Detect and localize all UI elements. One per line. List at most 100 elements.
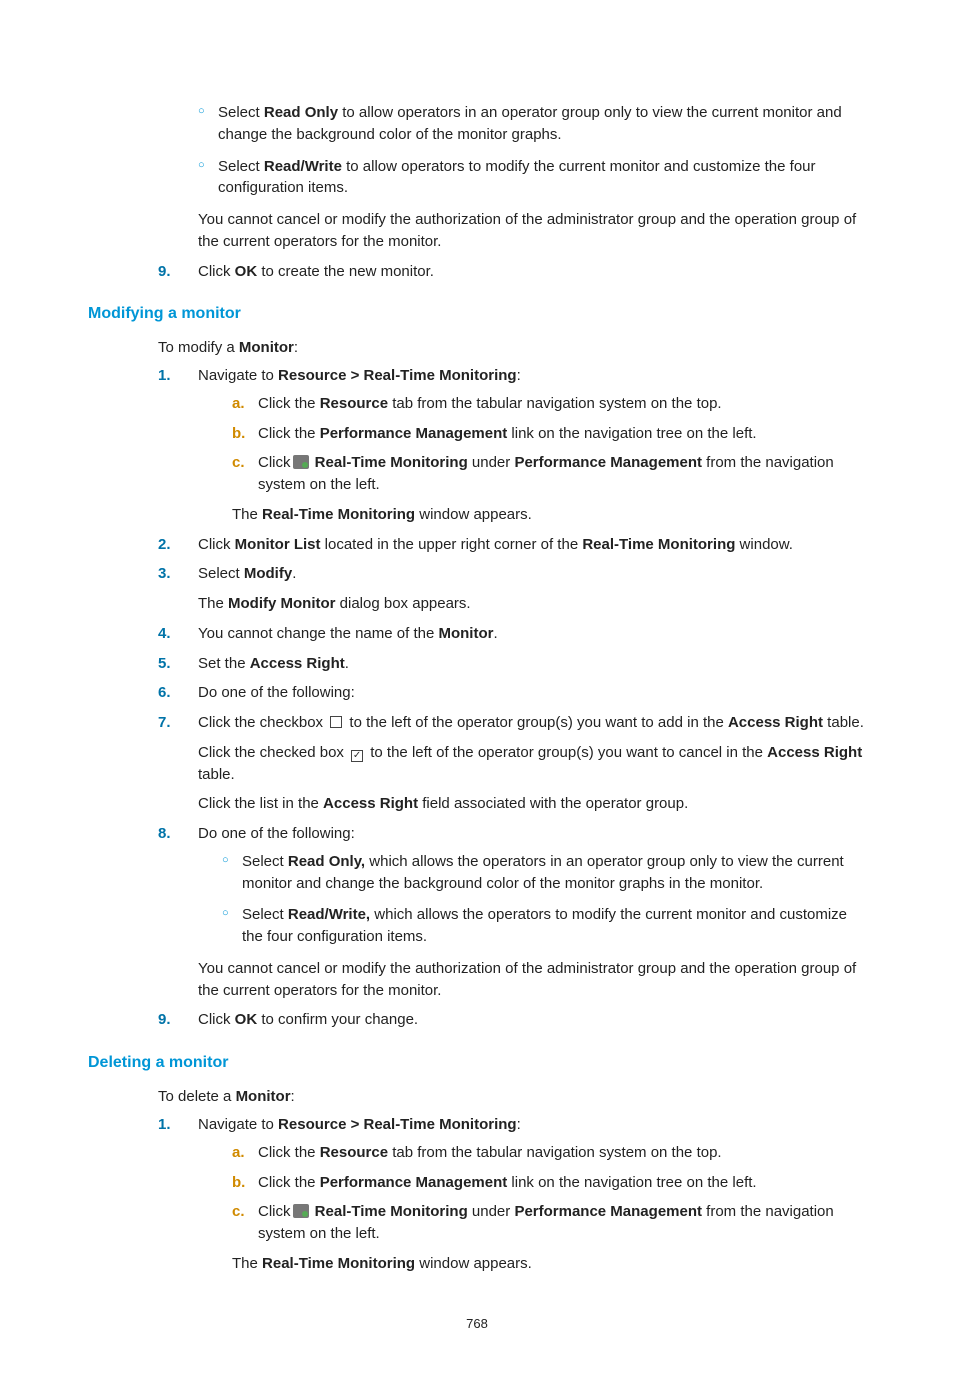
page-number: 768 (88, 1315, 866, 1334)
text-bold: Real-Time Monitoring (582, 536, 735, 553)
text: Click the list in the (198, 795, 323, 812)
text: Click (198, 263, 235, 280)
text-bold: Read Only, (288, 853, 365, 870)
text: The (232, 506, 262, 523)
lead-modify: To modify a Monitor: (158, 337, 866, 359)
text: link on the navigation tree on the left. (507, 1174, 756, 1191)
step-marker: 5. (158, 653, 171, 675)
text: Click (258, 1203, 291, 1220)
substep-result: The Real-Time Monitoring window appears. (232, 504, 866, 526)
text-bold: Modify Monitor (228, 595, 335, 612)
text-bold: Read/Write (264, 158, 342, 175)
text-bold: Monitor (239, 339, 294, 356)
lead-delete: To delete a Monitor: (158, 1086, 866, 1108)
text-bold: Resource (320, 395, 388, 412)
text-bold: Performance Management (514, 1203, 702, 1220)
intro-bullets: Select Read Only to allow operators in a… (198, 102, 866, 199)
step-marker: 6. (158, 682, 171, 704)
checkbox-empty-icon (330, 716, 342, 728)
step-marker: 9. (158, 261, 171, 283)
step-3-result: The Modify Monitor dialog box appears. (198, 593, 866, 615)
text: Click the (258, 1144, 320, 1161)
monitor-icon (293, 455, 309, 469)
text: The (232, 1255, 262, 1272)
step-8-note: You cannot cancel or modify the authoriz… (198, 958, 866, 1002)
text: : (517, 1116, 521, 1133)
text: Select (198, 565, 244, 582)
text: window appears. (415, 1255, 532, 1272)
heading-modifying-monitor: Modifying a monitor (88, 302, 866, 325)
substep-a: a. Click the Resource tab from the tabul… (232, 1142, 866, 1164)
substep-marker: b. (232, 423, 245, 445)
bullet-read-only: Select Read Only, which allows the opera… (222, 851, 866, 895)
text: To delete a (158, 1088, 236, 1105)
substep-b: b. Click the Performance Management link… (232, 1172, 866, 1194)
step-marker: 8. (158, 823, 171, 845)
step-marker: 1. (158, 365, 171, 387)
heading-deleting-monitor: Deleting a monitor (88, 1051, 866, 1074)
text-bold: Resource > Real-Time Monitoring (278, 1116, 517, 1133)
text-bold: OK (235, 1011, 258, 1028)
text-bold: Performance Management (514, 454, 702, 471)
text: : (517, 367, 521, 384)
text-bold: Real-Time Monitoring (262, 506, 415, 523)
text-bold: Resource (320, 1144, 388, 1161)
text: Click (198, 536, 235, 553)
text: Do one of the following: (198, 825, 355, 842)
text-bold: Real-Time Monitoring (315, 454, 468, 471)
text: : (291, 1088, 295, 1105)
substep-marker: c. (232, 1201, 245, 1223)
text-bold: Performance Management (320, 1174, 508, 1191)
text: Click the (258, 395, 320, 412)
intro-bullet-read-only: Select Read Only to allow operators in a… (198, 102, 866, 146)
text: . (292, 565, 296, 582)
substep-result: The Real-Time Monitoring window appears. (232, 1253, 866, 1275)
text-bold: OK (235, 263, 258, 280)
text-bold: Access Right (250, 655, 345, 672)
delete-step-1: 1. Navigate to Resource > Real-Time Moni… (158, 1114, 866, 1275)
text: table. (823, 714, 864, 731)
substep-marker: a. (232, 393, 245, 415)
modify-step-7: 7. Click the checkbox to the left of the… (158, 712, 866, 815)
delete-step-1-substeps: a. Click the Resource tab from the tabul… (232, 1142, 866, 1245)
text: Click (258, 454, 291, 471)
text-bold: Monitor List (235, 536, 321, 553)
text-bold: Real-Time Monitoring (315, 1203, 468, 1220)
text: located in the upper right corner of the (321, 536, 583, 553)
modify-step-4: 4. You cannot change the name of the Mon… (158, 623, 866, 645)
substep-b: b. Click the Performance Management link… (232, 423, 866, 445)
text: . (345, 655, 349, 672)
modify-step-9: 9. Click OK to confirm your change. (158, 1009, 866, 1031)
text: to confirm your change. (257, 1011, 418, 1028)
text-bold: Read/Write, (288, 906, 370, 923)
substep-marker: c. (232, 452, 245, 474)
text: Click (198, 1011, 235, 1028)
modify-step-8: 8. Do one of the following: Select Read … (158, 823, 866, 1001)
modify-step-1-substeps: a. Click the Resource tab from the tabul… (232, 393, 866, 496)
step-marker: 2. (158, 534, 171, 556)
text: You cannot change the name of the (198, 625, 438, 642)
step-7-line2: Click the checked box to the left of the… (198, 742, 866, 786)
text-bold: Performance Management (320, 425, 508, 442)
text: Click the (258, 425, 320, 442)
text: To modify a (158, 339, 239, 356)
text: dialog box appears. (336, 595, 471, 612)
text-bold: Modify (244, 565, 292, 582)
text: Click the checkbox (198, 714, 327, 731)
text: link on the navigation tree on the left. (507, 425, 756, 442)
substep-marker: b. (232, 1172, 245, 1194)
text: Select (242, 853, 288, 870)
text: tab from the tabular navigation system o… (388, 1144, 722, 1161)
intro-step-9: 9. Click OK to create the new monitor. (158, 261, 866, 283)
text-bold: Monitor (236, 1088, 291, 1105)
text: Do one of the following: (198, 684, 355, 701)
modify-step-3: 3. Select Modify. The Modify Monitor dia… (158, 563, 866, 615)
text-bold: Access Right (728, 714, 823, 731)
modify-step-6: 6. Do one of the following: (158, 682, 866, 704)
text: Set the (198, 655, 250, 672)
substep-a: a. Click the Resource tab from the tabul… (232, 393, 866, 415)
step-marker: 7. (158, 712, 171, 734)
intro-bullet-read-write: Select Read/Write to allow operators to … (198, 156, 866, 200)
text-bold: Read Only (264, 104, 338, 121)
modify-step-2: 2. Click Monitor List located in the upp… (158, 534, 866, 556)
